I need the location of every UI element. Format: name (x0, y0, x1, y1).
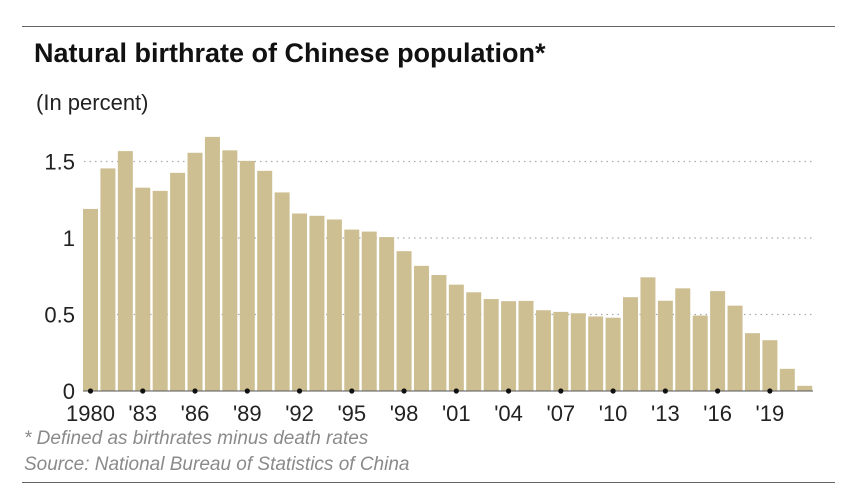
bar-1992 (292, 213, 308, 391)
bar-1996 (361, 231, 377, 391)
bar-2006 (535, 310, 551, 391)
bar-2001 (448, 284, 464, 391)
bar-2005 (518, 300, 534, 391)
bar-1998 (396, 251, 412, 391)
x-tick-label: '95 (337, 401, 366, 426)
bar-1994 (326, 219, 342, 391)
top-rule (22, 26, 835, 27)
bar-2014 (675, 288, 691, 391)
x-tick-dot (558, 388, 564, 394)
chart-subtitle: (In percent) (36, 90, 149, 115)
x-tick-label: 1980 (66, 401, 115, 426)
x-tick-dot (192, 388, 198, 394)
x-tick-label: '10 (599, 401, 628, 426)
x-tick-dot (767, 388, 773, 394)
x-tick-label: '92 (285, 401, 314, 426)
x-tick-dot (453, 388, 459, 394)
x-tick-label: '86 (181, 401, 210, 426)
x-tick-dot (505, 388, 512, 394)
bar-2013 (657, 300, 673, 391)
footnote: * Defined as birthrates minus death rate… (24, 428, 369, 449)
x-tick-label: '13 (651, 401, 680, 426)
bar-1982 (117, 151, 133, 391)
bar-2021 (797, 385, 813, 391)
bar-1984 (152, 190, 168, 391)
bar-2000 (431, 275, 447, 391)
bar-2019 (762, 340, 778, 391)
bar-1991 (274, 192, 290, 391)
x-tick-dot (610, 388, 616, 394)
x-tick-dot (401, 388, 407, 394)
bar-2015 (692, 315, 708, 391)
x-tick-dot (715, 388, 721, 394)
bar-1995 (344, 229, 360, 391)
x-tick-dot (349, 388, 355, 394)
x-tick-label: '01 (442, 401, 471, 426)
bar-1990 (257, 170, 273, 391)
bar-2020 (779, 368, 795, 391)
bar-1980 (83, 208, 98, 391)
y-tick-label: 0.5 (44, 303, 75, 328)
bar-2017 (727, 305, 743, 391)
source-note: Source: National Bureau of Statistics of… (24, 454, 410, 475)
bar-2010 (605, 317, 621, 391)
x-tick-label: '19 (756, 401, 785, 426)
x-tick-label: '89 (233, 401, 262, 426)
bar-2018 (744, 333, 760, 391)
bar-1999 (413, 265, 429, 391)
bar-1981 (100, 168, 116, 391)
bar-2003 (483, 299, 499, 391)
x-tick-dot (87, 388, 94, 394)
bar-2004 (501, 301, 517, 391)
bar-1983 (135, 187, 151, 391)
bar-1986 (187, 152, 203, 391)
bar-2008 (570, 313, 586, 391)
x-tick-label: '07 (547, 401, 576, 426)
bar-1988 (222, 150, 238, 391)
bar-2011 (623, 297, 639, 391)
bar-1993 (309, 215, 325, 391)
chart-title: Natural birthrate of Chinese population* (34, 38, 546, 68)
x-tick-dot (662, 388, 668, 394)
y-tick-label: 1.5 (44, 150, 75, 175)
bar-2007 (553, 311, 569, 391)
y-tick-label: 0 (63, 379, 75, 404)
x-tick-dot (296, 388, 303, 394)
bar-2012 (640, 277, 656, 391)
x-tick-dot (244, 388, 250, 394)
bar-2002 (466, 292, 482, 391)
x-tick-label: '16 (703, 401, 732, 426)
bottom-rule (22, 482, 835, 483)
x-tick-label: '98 (390, 401, 419, 426)
bar-2016 (710, 291, 726, 391)
bar-1989 (239, 160, 255, 391)
x-tick-label: '04 (494, 401, 523, 426)
y-tick-label: 1 (63, 226, 75, 251)
bar-2009 (588, 316, 604, 391)
bar-1985 (170, 172, 186, 391)
x-tick-label: '83 (128, 401, 157, 426)
bar-1997 (379, 237, 395, 391)
x-tick-dot (140, 388, 146, 394)
bar-1987 (204, 136, 220, 391)
